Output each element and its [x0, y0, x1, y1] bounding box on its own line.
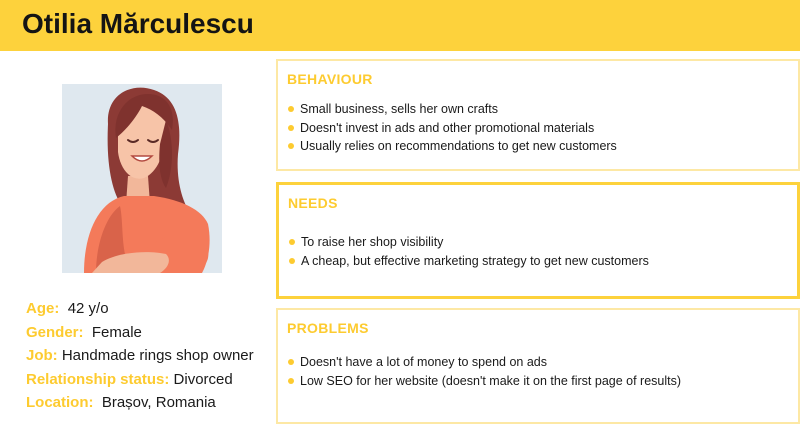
location-row: Location: Brașov, Romania — [26, 391, 254, 415]
age-row: Age: 42 y/o — [26, 297, 254, 321]
list-item: Doesn't have a lot of money to spend on … — [288, 353, 681, 372]
persona-name: Otilia Mărculescu — [22, 8, 254, 39]
gender-row: Gender: Female — [26, 321, 254, 345]
problems-list: Doesn't have a lot of money to spend on … — [288, 353, 681, 390]
header-bar: Otilia Mărculescu — [0, 0, 800, 51]
bullet-icon — [288, 106, 294, 112]
profile-details: Age: 42 y/o Gender: Female Job: Handmade… — [26, 297, 254, 415]
list-item-text: Low SEO for her website (doesn't make it… — [300, 373, 682, 388]
list-item: Small business, sells her own crafts — [288, 100, 617, 119]
relationship-row: Relationship status: Divorced — [26, 368, 254, 392]
needs-card: NEEDS To raise her shop visibility A che… — [276, 182, 800, 299]
behaviour-title: BEHAVIOUR — [287, 71, 373, 87]
list-item: A cheap, but effective marketing strateg… — [289, 252, 649, 271]
bullet-icon — [288, 377, 294, 384]
gender-label: Gender: — [26, 323, 84, 341]
list-item-text: To raise her shop visibility — [301, 235, 444, 249]
gender-value: Female — [91, 323, 142, 341]
bullet-icon — [288, 124, 294, 131]
relationship-label: Relationship status: — [26, 370, 170, 388]
list-item-text: Doesn't invest in ads and other promotio… — [300, 120, 595, 135]
relationship-value: Divorced — [173, 370, 233, 388]
problems-title: PROBLEMS — [287, 320, 369, 336]
bullet-icon — [289, 239, 295, 245]
problems-card: PROBLEMS Doesn't have a lot of money to … — [276, 308, 800, 424]
behaviour-card: BEHAVIOUR Small business, sells her own … — [276, 59, 800, 171]
needs-list: To raise her shop visibility A cheap, bu… — [289, 233, 649, 270]
job-label: Job: — [26, 347, 58, 364]
list-item: Usually relies on recommendations to get… — [288, 137, 617, 156]
location-label: Location: — [26, 394, 94, 411]
job-value: Handmade rings shop owner — [61, 347, 254, 364]
list-item-text: A cheap, but effective marketing strateg… — [301, 253, 649, 268]
bullet-icon — [289, 257, 295, 264]
age-label: Age: — [26, 300, 60, 317]
woman-illustration-icon — [62, 84, 222, 273]
list-item-text: Doesn't have a lot of money to spend on … — [300, 355, 547, 369]
list-item: To raise her shop visibility — [289, 233, 649, 252]
location-value: Brașov, Romania — [101, 394, 216, 411]
list-item: Low SEO for her website (doesn't make it… — [288, 372, 681, 391]
job-row: Job: Handmade rings shop owner — [26, 344, 254, 368]
list-item: Doesn't invest in ads and other promotio… — [288, 119, 617, 138]
age-value: 42 y/o — [67, 300, 109, 317]
bullet-icon — [288, 143, 294, 149]
list-item-text: Usually relies on recommendations to get… — [300, 139, 617, 153]
needs-title: NEEDS — [288, 195, 338, 211]
behaviour-list: Small business, sells her own crafts Doe… — [288, 100, 617, 156]
list-item-text: Small business, sells her own crafts — [300, 102, 498, 116]
bullet-icon — [288, 359, 294, 365]
